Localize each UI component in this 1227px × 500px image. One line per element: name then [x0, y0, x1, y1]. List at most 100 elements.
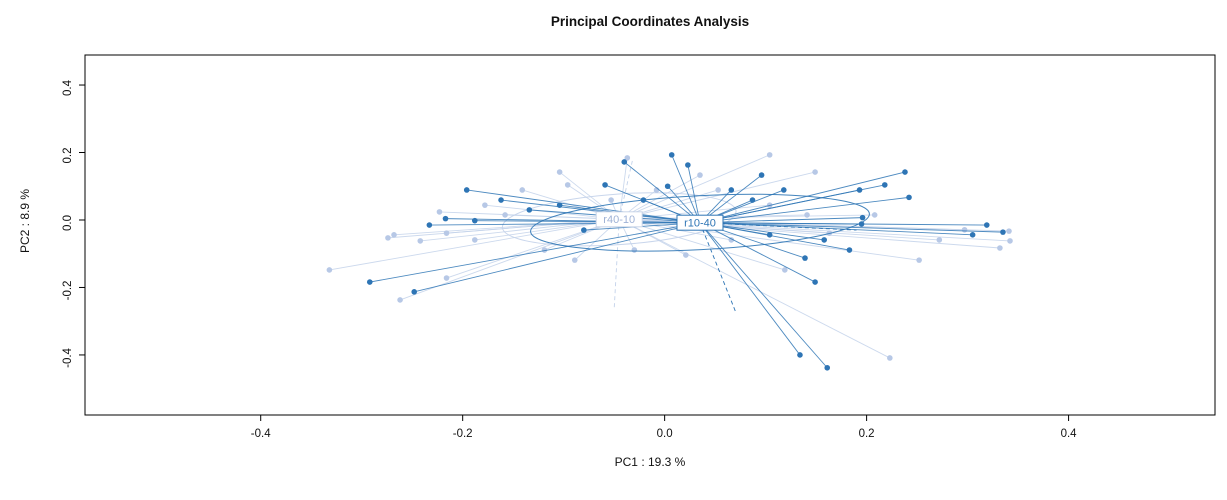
- point-r10-40: [824, 364, 831, 371]
- x-tick-label: -0.4: [251, 428, 271, 440]
- spider-line-r40-10: [619, 154, 770, 220]
- y-tick-label: -0.2: [62, 281, 74, 301]
- point-r40-10: [624, 155, 631, 161]
- point-r10-40: [983, 222, 990, 228]
- point-r10-40: [426, 222, 433, 228]
- point-r10-40: [902, 169, 908, 175]
- point-r40-10: [715, 187, 721, 193]
- point-r40-10: [631, 247, 638, 253]
- spider-line-r40-10: [619, 171, 816, 220]
- plot-frame: [84, 54, 1216, 416]
- point-r40-10: [417, 238, 424, 244]
- point-r40-10: [443, 275, 450, 281]
- x-axis-label: PC1 : 19.3 %: [614, 455, 686, 469]
- spider-line-r10-40: [699, 196, 910, 224]
- point-r10-40: [802, 255, 808, 261]
- point-r40-10: [936, 237, 943, 243]
- point-r40-10: [608, 197, 614, 203]
- point-r10-40: [758, 172, 765, 178]
- dashed-ray-r10-40: [699, 222, 736, 312]
- group-label-r10-40: r10-40: [684, 217, 716, 229]
- x-tick-label: 0.0: [657, 428, 673, 440]
- point-r10-40: [471, 217, 478, 224]
- point-r40-10: [436, 209, 443, 215]
- point-r10-40: [766, 232, 773, 238]
- group-label-r40-10: r40-10: [603, 214, 635, 226]
- point-r10-40: [749, 197, 756, 203]
- spider-line-r40-10: [618, 218, 891, 359]
- point-r40-10: [804, 212, 810, 218]
- spider-line-r40-10: [446, 218, 620, 279]
- point-r40-10: [997, 245, 1003, 251]
- spider-line-r40-10: [618, 157, 628, 220]
- spider-line-r10-40: [445, 218, 700, 224]
- point-r10-40: [846, 247, 853, 253]
- spider-line-r40-10: [619, 218, 785, 271]
- point-r40-10: [502, 212, 508, 218]
- point-r40-10: [564, 182, 571, 188]
- group-label-box-r10-40: [676, 214, 724, 231]
- spider-line-r10-40: [699, 217, 863, 224]
- point-r40-10: [812, 169, 818, 175]
- ellipse-r40-10: [501, 192, 737, 247]
- spider-line-r10-40: [623, 161, 701, 224]
- point-r10-40: [556, 202, 563, 208]
- point-r40-10: [556, 169, 563, 175]
- y-tick-label: 0.4: [62, 79, 74, 96]
- point-r10-40: [685, 162, 691, 168]
- point-r40-10: [541, 247, 548, 253]
- y-tick-label: 0.0: [62, 215, 74, 231]
- point-r40-10: [871, 212, 878, 218]
- spider-line-r10-40: [699, 171, 906, 224]
- point-r40-10: [961, 226, 968, 233]
- point-r10-40: [581, 227, 587, 233]
- point-r40-10: [397, 297, 403, 303]
- point-r10-40: [812, 279, 818, 285]
- point-r40-10: [471, 237, 478, 243]
- point-r40-10: [697, 172, 703, 178]
- point-r10-40: [797, 352, 803, 358]
- y-tick-label: -0.4: [62, 347, 74, 367]
- point-r10-40: [366, 279, 373, 285]
- point-r10-40: [498, 197, 504, 203]
- spider-line-r10-40: [429, 222, 700, 226]
- point-r40-10: [1006, 228, 1012, 234]
- spider-line-r10-40: [699, 222, 850, 251]
- point-r40-10: [519, 187, 526, 193]
- y-axis-label: PC2 : 8.9 %: [18, 188, 32, 254]
- spider-line-r40-10: [474, 218, 620, 241]
- point-r10-40: [858, 221, 865, 227]
- point-r40-10: [1007, 238, 1013, 244]
- point-r10-40: [856, 187, 863, 193]
- spider-line-r10-40: [369, 222, 701, 283]
- spider-line-r10-40: [671, 154, 701, 223]
- ellipse-r10-40: [530, 193, 870, 252]
- x-tick-label: 0.2: [859, 428, 875, 440]
- point-r40-10: [482, 202, 488, 208]
- chart-title: Principal Coordinates Analysis: [550, 14, 750, 29]
- point-r10-40: [906, 194, 912, 201]
- spider-line-r10-40: [466, 189, 701, 224]
- spider-line-r10-40: [687, 164, 701, 223]
- point-r40-10: [385, 235, 391, 241]
- point-r10-40: [969, 232, 976, 238]
- point-r10-40: [1000, 229, 1006, 235]
- spider-line-r10-40: [699, 184, 885, 224]
- point-r10-40: [859, 214, 866, 221]
- point-r10-40: [668, 152, 675, 158]
- y-tick-label: 0.2: [62, 148, 74, 164]
- point-r10-40: [602, 182, 608, 188]
- spider-line-r10-40: [699, 222, 816, 283]
- x-tick-label: -0.2: [453, 428, 473, 440]
- point-r10-40: [640, 197, 647, 203]
- point-r10-40: [781, 187, 787, 193]
- group-label-box-r40-10: [595, 211, 643, 228]
- point-r10-40: [442, 215, 449, 222]
- point-r40-10: [326, 267, 333, 273]
- spider-line-r40-10: [619, 204, 770, 220]
- spider-line-r40-10: [619, 218, 920, 261]
- point-r40-10: [887, 355, 893, 361]
- spider-line-r10-40: [699, 222, 801, 356]
